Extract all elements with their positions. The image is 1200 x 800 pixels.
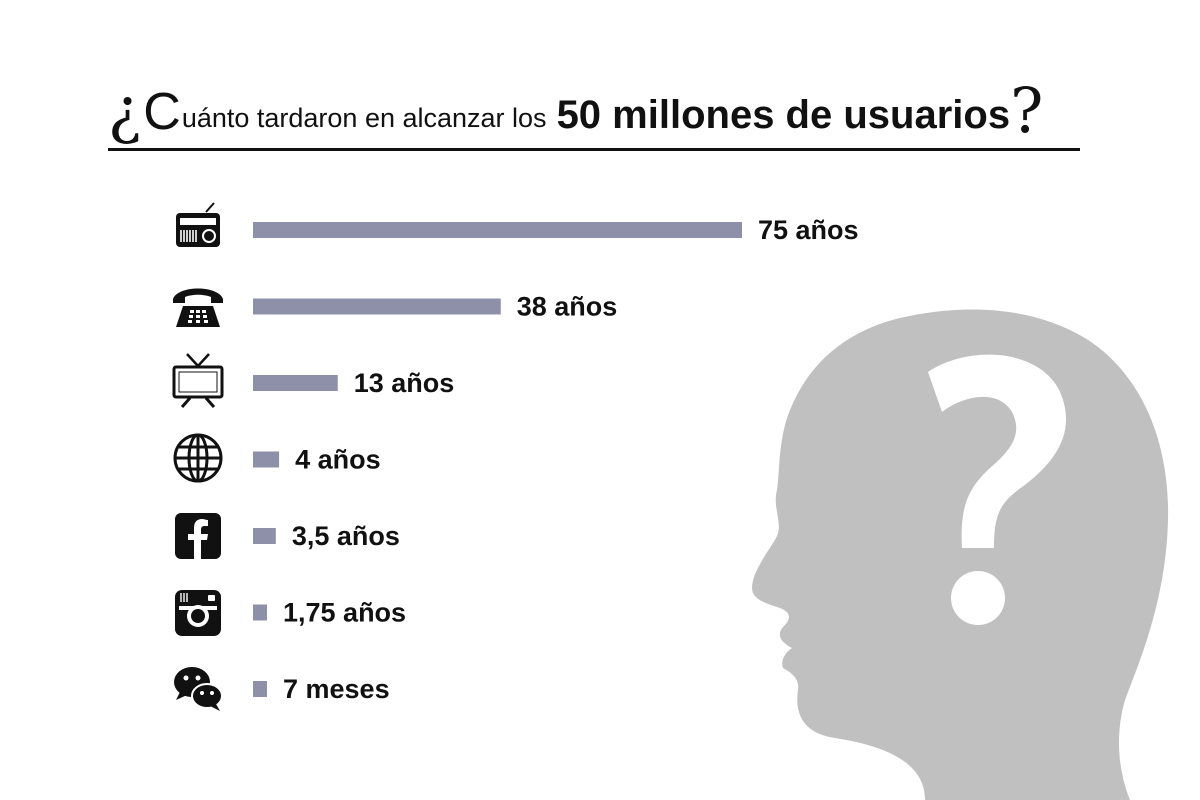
bar-value-label: 4 años: [295, 445, 381, 475]
television-icon: [172, 353, 224, 408]
title-bold-text: 50 millones de usuarios: [556, 93, 1011, 137]
bar-value-label: 38 años: [517, 292, 618, 322]
title-close-question-mark: ?: [1010, 74, 1044, 147]
bar-value-label: 1,75 años: [283, 598, 406, 628]
question-mark-icon: [928, 354, 1067, 548]
bar-telephone: [253, 298, 501, 315]
bar-wechat: [253, 681, 267, 697]
bar-radio: [253, 222, 742, 238]
instagram-icon: [175, 590, 221, 636]
radio-icon: [176, 202, 220, 247]
bar-value-label: 13 años: [354, 368, 455, 398]
title-first-letter: C: [143, 83, 181, 141]
bar-value-label: 75 años: [758, 215, 859, 245]
facebook-icon: [175, 513, 221, 559]
internet-globe-icon: [173, 433, 223, 483]
bar-value-label: 3,5 años: [292, 521, 400, 551]
question-mark-dot: [951, 571, 1005, 625]
title-light-text: uánto tardaron en alcanzar los: [181, 103, 547, 133]
bar-internet-globe: [253, 451, 280, 468]
chart-title: ¿ C uánto tardaron en alcanzar los 50 mi…: [108, 58, 1088, 142]
bar-television: [253, 375, 338, 391]
title-open-question-mark: ¿: [108, 74, 142, 147]
wechat-icon: [174, 667, 223, 711]
bar-instagram: [253, 604, 267, 621]
telephone-icon: [173, 288, 223, 327]
bar-facebook: [253, 528, 276, 544]
title-divider: [108, 148, 1080, 151]
bar-value-label: 7 meses: [283, 674, 390, 704]
